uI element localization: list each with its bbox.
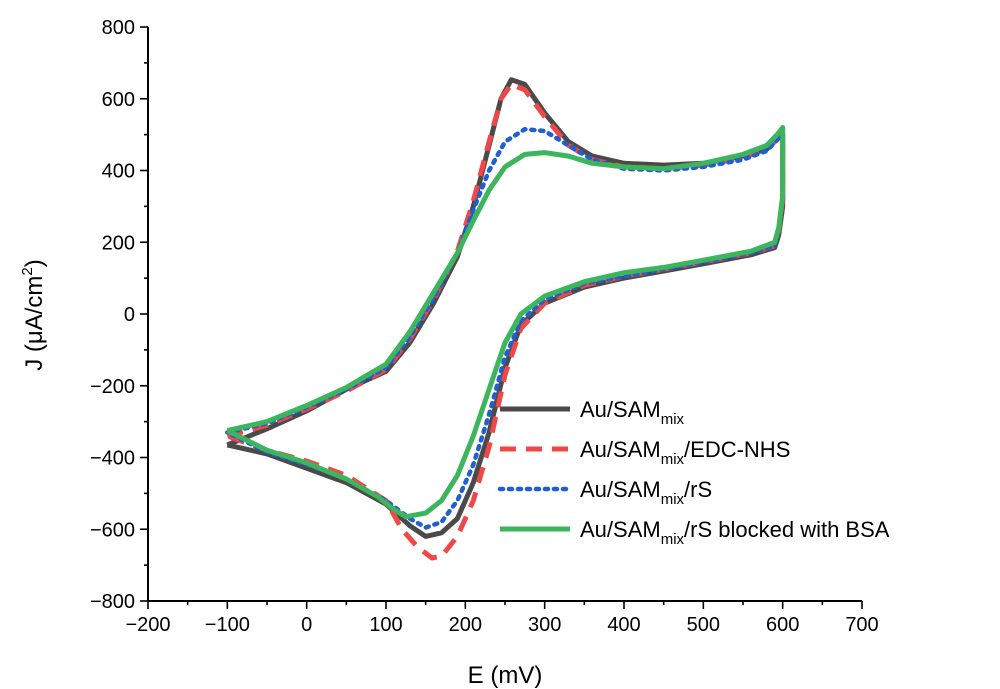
- y-axis-label-superscript: 2: [19, 267, 36, 275]
- x-tick-label: 300: [528, 614, 561, 636]
- x-tick-label: 700: [845, 614, 878, 636]
- legend-label-subscript: mix: [661, 491, 685, 508]
- axes: [147, 27, 862, 602]
- y-tick-label: 600: [102, 89, 135, 111]
- legend-label-subscript: mix: [661, 451, 685, 468]
- y-tick-label: 400: [102, 161, 135, 183]
- y-tick-label: 200: [102, 232, 135, 254]
- legend-label-main: Au/SAM: [580, 437, 661, 462]
- legend-label-main: Au/SAM: [580, 517, 661, 542]
- y-tick-label: 0: [124, 304, 135, 326]
- y-tick-label: −600: [90, 519, 135, 541]
- x-tick-label: 500: [687, 614, 720, 636]
- legend-label-suffix: /rS blocked with BSA: [684, 517, 890, 542]
- x-tick-label: 200: [449, 614, 482, 636]
- y-axis-label: J (μA/cm2): [19, 259, 48, 371]
- x-tick-label: 0: [301, 614, 312, 636]
- legend-label-3: Au/SAMmix/rS: [580, 477, 712, 508]
- plot-area: [225, 77, 786, 561]
- y-axis-ticks: −800 −600 −400 −200 0 200 400 600 800: [90, 17, 148, 613]
- legend-label-subscript: mix: [661, 531, 685, 548]
- legend-label-main: Au/SAM: [580, 397, 661, 422]
- y-tick-label: −200: [90, 376, 135, 398]
- legend-label-suffix: /EDC-NHS: [684, 437, 790, 462]
- x-axis-label: E (mV): [468, 662, 543, 689]
- y-tick-label: −400: [90, 448, 135, 470]
- legend-label-main: Au/SAM: [580, 477, 661, 502]
- series-line-4: [226, 125, 786, 520]
- y-tick-label: −800: [90, 591, 135, 613]
- x-tick-label: −200: [125, 614, 170, 636]
- y-tick-label: 800: [102, 17, 135, 39]
- legend: Au/SAMmixAu/SAMmix/EDC-NHSAu/SAMmix/rSAu…: [497, 397, 890, 548]
- legend-label-2: Au/SAMmix/EDC-NHS: [580, 437, 790, 468]
- series-line-3: [225, 126, 785, 530]
- legend-label-4: Au/SAMmix/rS blocked with BSA: [580, 517, 890, 548]
- x-tick-label: −100: [205, 614, 250, 636]
- x-tick-label: 100: [369, 614, 402, 636]
- y-axis-label-close: ): [21, 259, 48, 267]
- legend-label-suffix: /rS: [684, 477, 712, 502]
- legend-label-1: Au/SAMmix: [580, 397, 685, 428]
- x-tick-label: 400: [607, 614, 640, 636]
- y-axis-label-main: J (μA/cm: [21, 276, 48, 371]
- x-tick-label: 600: [766, 614, 799, 636]
- x-axis-ticks: −200 −100 0 100 200 300 400 500 600 700: [125, 601, 879, 636]
- legend-label-subscript: mix: [661, 411, 685, 428]
- series-line-2: [226, 81, 786, 561]
